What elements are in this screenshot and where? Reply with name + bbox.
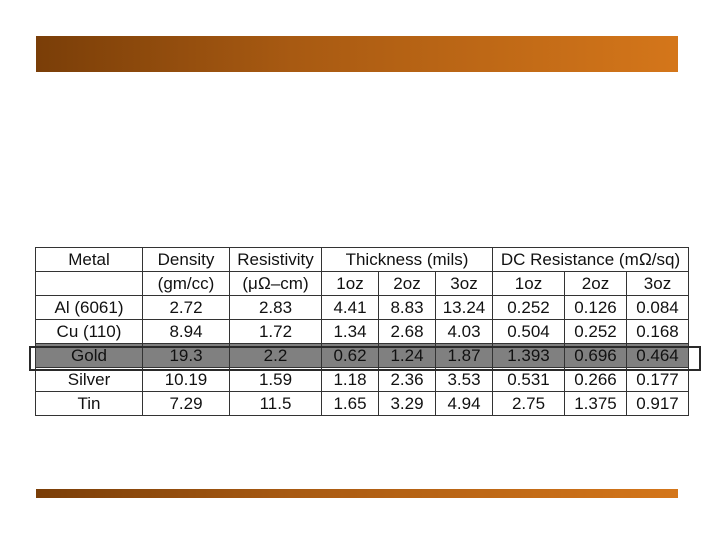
- table-cell: 1.87: [435, 343, 493, 368]
- table-cell: 10.19: [142, 367, 230, 392]
- table-cell: 1.34: [321, 319, 379, 344]
- table-cell: 7.29: [142, 391, 230, 416]
- table-cell: 0.266: [564, 367, 627, 392]
- table-cell: 1.393: [492, 343, 565, 368]
- subheader-cell: (μΩ–cm): [229, 271, 322, 296]
- table-cell: 4.03: [435, 319, 493, 344]
- table-row: Silver 10.19 1.59 1.18 2.36 3.53 0.531 0…: [35, 367, 689, 392]
- table-cell: Tin: [35, 391, 143, 416]
- header-cell: Thickness (mils): [321, 247, 493, 272]
- table-header-row: Metal Density Resistivity Thickness (mil…: [35, 247, 689, 272]
- table-cell: 2.2: [229, 343, 322, 368]
- header-cell: Density: [142, 247, 230, 272]
- table-cell: Silver: [35, 367, 143, 392]
- table-cell: 0.252: [492, 295, 565, 320]
- table-cell: 11.5: [229, 391, 322, 416]
- table-cell: 2.36: [378, 367, 436, 392]
- table-cell: 0.531: [492, 367, 565, 392]
- subheader-cell: 3oz: [626, 271, 689, 296]
- table-cell: 1.18: [321, 367, 379, 392]
- subheader-cell: 3oz: [435, 271, 493, 296]
- table-cell: Al (6061): [35, 295, 143, 320]
- table-cell: 8.83: [378, 295, 436, 320]
- table-cell: 19.3: [142, 343, 230, 368]
- table-cell: 3.29: [378, 391, 436, 416]
- header-cell: Metal: [35, 247, 143, 272]
- metals-properties-table: Metal Density Resistivity Thickness (mil…: [35, 247, 689, 416]
- subheader-cell: 2oz: [564, 271, 627, 296]
- table-subheader-row: (gm/cc) (μΩ–cm) 1oz 2oz 3oz 1oz 2oz 3oz: [35, 271, 689, 296]
- subheader-cell: [35, 271, 143, 296]
- table-cell: 2.75: [492, 391, 565, 416]
- table-cell: 2.83: [229, 295, 322, 320]
- table-cell: Cu (110): [35, 319, 143, 344]
- table-cell: Gold: [35, 343, 143, 368]
- table-cell: 0.177: [626, 367, 689, 392]
- top-accent-bar: [36, 36, 678, 72]
- table-cell: 0.084: [626, 295, 689, 320]
- table-cell: 0.464: [626, 343, 689, 368]
- table-cell: 0.696: [564, 343, 627, 368]
- table-row: Cu (110) 8.94 1.72 1.34 2.68 4.03 0.504 …: [35, 319, 689, 344]
- table-cell: 1.72: [229, 319, 322, 344]
- table-cell: 8.94: [142, 319, 230, 344]
- table-cell: 1.59: [229, 367, 322, 392]
- table-cell: 0.62: [321, 343, 379, 368]
- table-cell: 0.252: [564, 319, 627, 344]
- table-cell: 3.53: [435, 367, 493, 392]
- table-cell: 4.94: [435, 391, 493, 416]
- table-row-highlighted: Gold 19.3 2.2 0.62 1.24 1.87 1.393 0.696…: [35, 343, 689, 368]
- header-cell: DC Resistance (mΩ/sq): [492, 247, 689, 272]
- bottom-accent-bar: [36, 489, 678, 498]
- table-cell: 0.168: [626, 319, 689, 344]
- subheader-cell: (gm/cc): [142, 271, 230, 296]
- table-row: Tin 7.29 11.5 1.65 3.29 4.94 2.75 1.375 …: [35, 391, 689, 416]
- subheader-cell: 1oz: [321, 271, 379, 296]
- table-cell: 0.917: [626, 391, 689, 416]
- table-cell: 0.504: [492, 319, 565, 344]
- table-cell: 13.24: [435, 295, 493, 320]
- subheader-cell: 1oz: [492, 271, 565, 296]
- table-cell: 0.126: [564, 295, 627, 320]
- table-cell: 1.24: [378, 343, 436, 368]
- subheader-cell: 2oz: [378, 271, 436, 296]
- table-cell: 2.72: [142, 295, 230, 320]
- table-cell: 2.68: [378, 319, 436, 344]
- table-cell: 4.41: [321, 295, 379, 320]
- table-cell: 1.65: [321, 391, 379, 416]
- header-cell: Resistivity: [229, 247, 322, 272]
- table-cell: 1.375: [564, 391, 627, 416]
- table-row: Al (6061) 2.72 2.83 4.41 8.83 13.24 0.25…: [35, 295, 689, 320]
